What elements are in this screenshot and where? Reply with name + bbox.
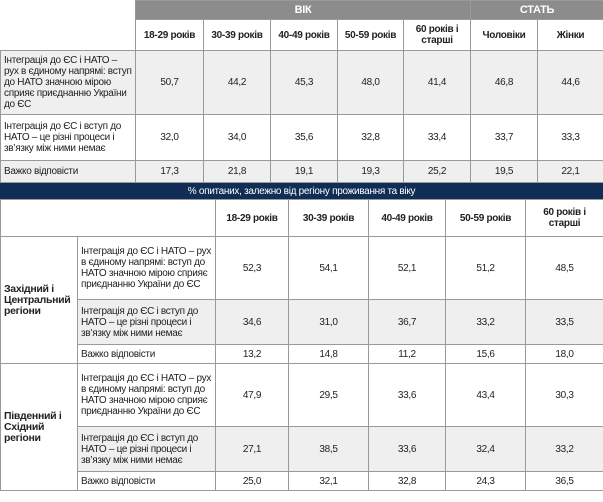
value-cell: 30,3 — [525, 363, 603, 427]
value-cell: 25,0 — [215, 471, 289, 491]
value-cell: 47,9 — [215, 363, 289, 427]
caption-table: % опитаних, залежно від регіону проживан… — [0, 183, 603, 199]
value-cell: 14,8 — [288, 344, 369, 364]
group-header-gender: СТАТЬ — [470, 0, 603, 20]
corner-cell — [0, 199, 216, 237]
table-row: Інтеграція до ЄС і НАТО – рух в єдиному … — [0, 50, 603, 115]
value-cell: 33,2 — [525, 426, 603, 472]
value-cell: 52,1 — [368, 236, 446, 300]
row-label: Інтеграція до ЄС і НАТО – рух в єдиному … — [77, 236, 216, 300]
value-cell: 34,6 — [215, 299, 289, 345]
value-cell: 43,4 — [445, 363, 526, 427]
value-cell: 32,1 — [288, 471, 369, 491]
group-header-age: ВІК — [135, 0, 471, 20]
value-cell: 50,7 — [135, 50, 204, 115]
value-cell: 44,2 — [203, 50, 271, 115]
value-cell: 27,1 — [215, 426, 289, 472]
value-cell: 33,2 — [445, 299, 526, 345]
value-cell: 32,4 — [445, 426, 526, 472]
value-cell: 33,7 — [470, 114, 538, 161]
value-cell: 13,2 — [215, 344, 289, 364]
column-header: 18-29 років — [135, 19, 204, 51]
value-cell: 29,5 — [288, 363, 369, 427]
row-label: Інтеграція до ЄС і вступ до НАТО – це рі… — [77, 299, 216, 345]
value-cell: 48,0 — [337, 50, 404, 115]
column-header: Жінки — [537, 19, 603, 51]
value-cell: 32,8 — [337, 114, 404, 161]
value-cell: 36,7 — [368, 299, 446, 345]
column-header: 40-49 років — [368, 199, 446, 237]
column-header: 60 років і старші — [403, 19, 471, 51]
value-cell: 35,6 — [270, 114, 338, 161]
table-row: Важко відповісти 13,2 14,8 11,2 15,6 18,0 — [1, 344, 603, 364]
value-cell: 34,0 — [203, 114, 271, 161]
value-cell: 18,0 — [525, 344, 603, 364]
table-row: Інтеграція до ЄС і вступ до НАТО – це рі… — [1, 426, 603, 472]
value-cell: 33,4 — [403, 114, 471, 161]
value-cell: 25,2 — [403, 160, 471, 183]
value-cell: 46,8 — [470, 50, 538, 115]
value-cell: 33,6 — [368, 426, 446, 472]
value-cell: 45,3 — [270, 50, 338, 115]
column-header: 40-49 років — [270, 19, 338, 51]
row-label: Інтеграція до ЄС і вступ до НАТО – це рі… — [77, 426, 216, 472]
value-cell: 19,1 — [270, 160, 338, 183]
column-header: 30-39 років — [288, 199, 369, 237]
value-cell: 31,0 — [288, 299, 369, 345]
value-cell: 19,5 — [470, 160, 538, 183]
value-cell: 15,6 — [445, 344, 526, 364]
table-row: Західний і Центральний регіони Інтеграція… — [0, 236, 603, 364]
value-cell: 54,1 — [288, 236, 369, 300]
row-label: Важко відповісти — [77, 471, 216, 491]
section-caption: % опитаних, залежно від регіону проживан… — [0, 183, 603, 199]
table-row: Інтеграція до ЄС і вступ до НАТО – це рі… — [0, 114, 603, 161]
value-cell: 22,1 — [537, 160, 603, 183]
value-cell: 38,5 — [288, 426, 369, 472]
column-header: 50-59 років — [445, 199, 526, 237]
row-label: Важко відповісти — [0, 160, 136, 183]
column-header: 50-59 років — [337, 19, 404, 51]
value-cell: 48,5 — [525, 236, 603, 300]
table-by-region-age: 18-29 років 30-39 років 40-49 років 50-59 р… — [0, 199, 603, 491]
value-cell: 41,4 — [403, 50, 471, 115]
value-cell: 32,8 — [368, 471, 446, 491]
column-header: Чоловіки — [470, 19, 538, 51]
corner-cell — [0, 0, 136, 51]
row-label: Інтеграція до ЄС і НАТО – рух в єдиному … — [77, 363, 216, 427]
row-label: Інтеграція до ЄС і вступ до НАТО – це рі… — [0, 114, 136, 161]
value-cell: 21,8 — [203, 160, 271, 183]
value-cell: 11,2 — [368, 344, 446, 364]
value-cell: 33,5 — [525, 299, 603, 345]
row-label: Важко відповісти — [77, 344, 216, 364]
region-label: Західний і Центральний регіони — [0, 236, 78, 364]
column-header: 18-29 років — [215, 199, 289, 237]
table-row: Важко відповісти 25,0 32,1 32,8 24,3 36,5 — [1, 471, 603, 491]
region-label: Південний і Східний регіони — [0, 363, 78, 491]
value-cell: 52,3 — [215, 236, 289, 300]
column-header: 60 років і старші — [525, 199, 603, 237]
value-cell: 51,2 — [445, 236, 526, 300]
value-cell: 17,3 — [135, 160, 204, 183]
column-header: 30-39 років — [203, 19, 271, 51]
value-cell: 33,6 — [368, 363, 446, 427]
value-cell: 33,3 — [537, 114, 603, 161]
table-by-age-gender: ВІК СТАТЬ 18-29 років 30-39 років 40-49 ро… — [0, 0, 603, 183]
value-cell: 36,5 — [525, 471, 603, 491]
value-cell: 24,3 — [445, 471, 526, 491]
value-cell: 32,0 — [135, 114, 204, 161]
value-cell: 44,6 — [537, 50, 603, 115]
table-row: Інтеграція до ЄС і вступ до НАТО – це рі… — [1, 299, 603, 345]
value-cell: 19,3 — [337, 160, 404, 183]
table-row: Важко відповісти 17,3 21,8 19,1 19,3 25,2 19,5… — [0, 160, 603, 183]
table-row: Південний і Східний регіони Інтеграція до… — [0, 363, 603, 491]
row-label: Інтеграція до ЄС і НАТО – рух в єдиному … — [0, 50, 136, 115]
